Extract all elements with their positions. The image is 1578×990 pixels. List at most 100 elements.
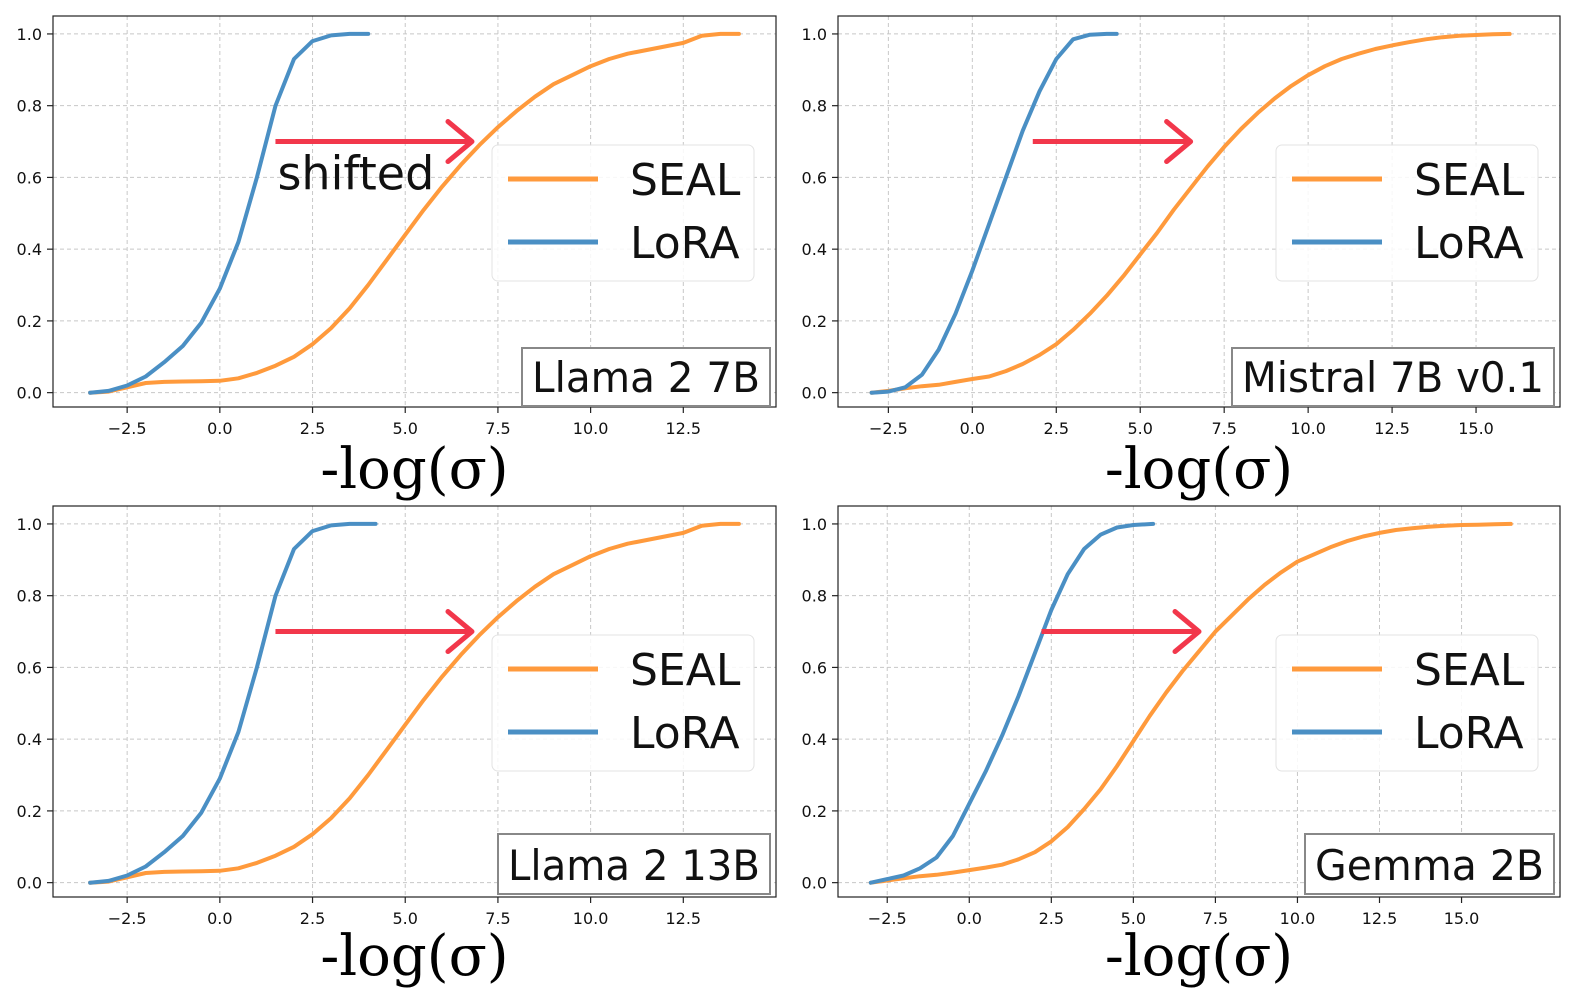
x-tick-label: −2.5 — [868, 909, 907, 928]
y-tick-label: 1.0 — [802, 25, 827, 44]
y-tick-label: 0.6 — [17, 168, 42, 187]
series-line-lora — [88, 31, 371, 395]
chart-panel-3: −2.5 0.0 2.5 5.0 7.5 10.0 12.5 0.0 0.2 0.4 0.6 0.8 1… — [17, 505, 777, 989]
model-name-frame — [1304, 833, 1555, 895]
model-name-frame — [1231, 347, 1555, 407]
shift-arrow — [275, 119, 475, 165]
y-tick-label: 0.4 — [17, 240, 42, 259]
y-tick-label: 0.2 — [17, 802, 42, 821]
y-tick-label: 0.0 — [802, 384, 827, 403]
legend: SEAL LoRA — [491, 634, 755, 772]
y-tick-label: 0.0 — [17, 384, 42, 403]
x-tick-label: 0.0 — [207, 909, 232, 928]
grid — [838, 506, 1560, 897]
y-tick-label: 0.2 — [802, 312, 827, 331]
x-tick-label: 15.0 — [1444, 909, 1480, 928]
model-name-box: Mistral 7B v0.1 — [1231, 347, 1555, 407]
legend-label-seal: SEAL — [1414, 155, 1525, 206]
x-axis-label: -log(σ) — [1105, 924, 1293, 989]
series-line-seal — [868, 521, 1513, 885]
chart-panel-1: −2.5 0.0 2.5 5.0 7.5 10.0 12.5 0.0 0.2 0.4 0.6 0.8 1… — [17, 15, 777, 502]
legend-label-seal: SEAL — [630, 155, 741, 206]
x-axis-label: -log(σ) — [1105, 437, 1293, 502]
series-line-seal — [869, 31, 1512, 395]
y-tick-label: 0.8 — [17, 97, 42, 116]
shift-arrow — [1032, 119, 1194, 165]
arrow-head — [445, 609, 475, 655]
x-tick-label: 5.0 — [1128, 419, 1153, 438]
y-tick-label: 0.2 — [17, 312, 42, 331]
x-tick-label: −2.5 — [108, 909, 147, 928]
x-tick-label: 7.5 — [485, 909, 510, 928]
x-tick-label: 12.5 — [665, 909, 701, 928]
x-axis-label: -log(σ) — [320, 924, 508, 989]
legend-label-seal: SEAL — [630, 645, 741, 696]
x-tick-label: 5.0 — [393, 909, 418, 928]
y-tick-label: 0.4 — [17, 730, 42, 749]
x-tick-label: 2.5 — [1039, 909, 1064, 928]
y-tick-label: 0.6 — [17, 658, 42, 677]
axes-frame — [837, 505, 1561, 898]
series-line-lora — [88, 521, 378, 885]
x-tick-label: 0.0 — [957, 909, 982, 928]
model-name-frame — [497, 833, 771, 895]
legend-label-lora: LoRA — [630, 218, 740, 269]
axes-frame — [52, 505, 777, 898]
x-tick-label: 12.5 — [665, 419, 701, 438]
legend: SEAL LoRA — [491, 144, 755, 282]
model-name: Gemma 2B — [1315, 841, 1544, 890]
model-name-box: Gemma 2B — [1304, 833, 1555, 895]
model-name-frame — [521, 347, 771, 407]
series-line-lora — [869, 31, 1119, 395]
x-axis-label: -log(σ) — [320, 437, 508, 502]
axes-frame — [52, 15, 777, 408]
y-tick-label: 0.8 — [802, 587, 827, 606]
x-tick-label: −2.5 — [869, 419, 908, 438]
x-tick-label: 10.0 — [1280, 909, 1316, 928]
model-name: Mistral 7B v0.1 — [1242, 353, 1544, 402]
x-tick-label: 10.0 — [573, 909, 609, 928]
y-tick-label: 0.8 — [17, 587, 42, 606]
chart-panel-2: −2.5 0.0 2.5 5.0 7.5 10.0 12.5 15.0 0.0 0.2 0.4 0.6… — [802, 15, 1561, 502]
x-tick-label: 7.5 — [485, 419, 510, 438]
y-tick-label: 1.0 — [17, 515, 42, 534]
y-tick-label: 0.4 — [802, 240, 827, 259]
x-tick-label: 10.0 — [573, 419, 609, 438]
legend: SEAL LoRA — [1275, 144, 1539, 282]
axes-frame — [837, 15, 1561, 408]
legend-label-lora: LoRA — [1414, 218, 1524, 269]
series-line-lora — [868, 521, 1156, 885]
x-tick-label: −2.5 — [108, 419, 147, 438]
y-tick-label: 0.0 — [802, 874, 827, 893]
y-tick-label: 0.6 — [802, 168, 827, 187]
model-name-box: Llama 2 7B — [521, 347, 771, 407]
x-tick-label: 7.5 — [1203, 909, 1228, 928]
y-tick-label: 0.0 — [17, 874, 42, 893]
x-tick-label: 0.0 — [960, 419, 985, 438]
y-tick-label: 0.6 — [802, 658, 827, 677]
x-tick-label: 0.0 — [207, 419, 232, 438]
y-tick-label: 0.8 — [802, 97, 827, 116]
series-line-seal — [88, 31, 741, 395]
model-name-box: Llama 2 13B — [497, 833, 771, 895]
x-tick-label: 5.0 — [1121, 909, 1146, 928]
x-tick-label: 2.5 — [300, 909, 325, 928]
x-tick-label: 2.5 — [300, 419, 325, 438]
shift-arrow — [275, 609, 475, 655]
chart-panel-4: −2.5 0.0 2.5 5.0 7.5 10.0 12.5 15.0 0.0 0.2 0.4 0.6… — [802, 505, 1561, 989]
arrow-head — [445, 119, 475, 165]
series-line-seal — [88, 521, 741, 885]
arrow-head — [1172, 609, 1202, 655]
legend-label-lora: LoRA — [630, 708, 740, 759]
legend-label-lora: LoRA — [1414, 708, 1524, 759]
arrow-head — [1164, 119, 1194, 165]
y-tick-label: 0.2 — [802, 802, 827, 821]
annotation-shifted: shifted — [277, 147, 434, 201]
legend-label-seal: SEAL — [1414, 645, 1525, 696]
x-tick-label: 10.0 — [1290, 419, 1326, 438]
x-tick-label: 7.5 — [1211, 419, 1236, 438]
x-tick-label: 12.5 — [1374, 419, 1410, 438]
y-tick-label: 1.0 — [17, 25, 42, 44]
model-name: Llama 2 7B — [532, 353, 760, 402]
